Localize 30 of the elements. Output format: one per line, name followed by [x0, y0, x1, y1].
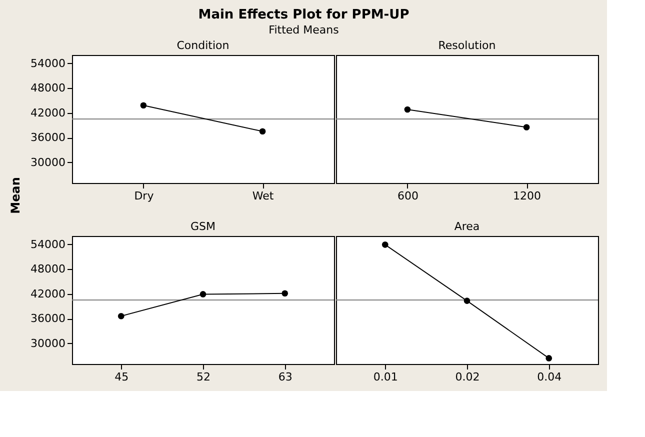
y-tick-label: 42000	[30, 106, 66, 120]
point	[118, 312, 124, 320]
chart-title: Area	[454, 220, 480, 233]
x-tick-label: 45	[114, 370, 129, 384]
x-tick-label: 63	[278, 370, 292, 384]
y-tick-label: 36000	[30, 131, 66, 144]
text: Main Effects Plot for PPM-UP	[198, 8, 410, 22]
y-tick-label: 54000	[30, 56, 66, 70]
x-tick-label: 1200	[513, 190, 542, 202]
y-axis-title: Mean	[8, 177, 23, 214]
y-tick-label: 30000	[30, 156, 66, 169]
x-tick-label: 0.04	[537, 370, 562, 384]
text: Fitted Means	[268, 24, 340, 36]
point	[282, 290, 288, 297]
y-tick-label: 48000	[30, 262, 66, 276]
x-tick-label: 52	[196, 370, 210, 384]
chart-title: Condition	[176, 39, 230, 52]
point	[200, 291, 206, 298]
chart-title: GSM	[190, 220, 216, 233]
chart-title: Resolution	[438, 39, 496, 52]
y-tick-label: 42000	[30, 287, 66, 300]
x-tick-label: Wet	[252, 190, 274, 202]
x-tick-label: 0.02	[455, 370, 480, 384]
x-tick-label: 600	[397, 190, 418, 202]
x-tick-label: 0.01	[373, 370, 398, 384]
y-tick-label: 48000	[30, 82, 66, 95]
y-tick-label: 30000	[30, 336, 66, 350]
y-tick-label: 36000	[30, 312, 66, 326]
y-tick-label: 54000	[30, 238, 66, 251]
x-tick-label: Dry	[134, 190, 154, 202]
